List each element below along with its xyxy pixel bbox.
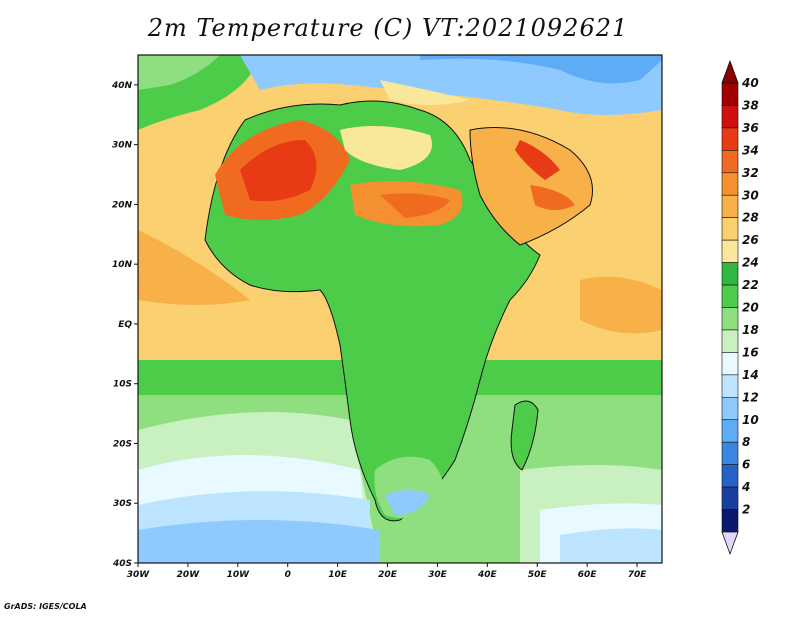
- lat-tick-label: 40N: [111, 81, 133, 91]
- colorbar-label: 2: [742, 503, 750, 517]
- lon-tick-label: 40E: [477, 570, 498, 580]
- colorbar-segment: [721, 509, 739, 533]
- colorbar-label: 40: [741, 76, 759, 90]
- colorbar-label: 10: [742, 413, 759, 427]
- footer-credit: GrADS: IGES/COLA: [4, 602, 87, 611]
- lon-tick-label: 20E: [378, 570, 398, 580]
- colorbar-label: 36: [742, 121, 759, 135]
- colorbar-label: 4: [741, 480, 750, 494]
- lon-tick-label: 50E: [528, 570, 548, 580]
- colorbar-segment: [721, 419, 739, 443]
- colorbar-segment: [721, 82, 739, 106]
- colorbar-segment: [721, 194, 739, 219]
- lon-tick-label: 30E: [428, 570, 448, 580]
- colorbar-top-arrow: [721, 59, 739, 84]
- colorbar-segment: [721, 441, 739, 465]
- lat-tick-label: 30N: [112, 141, 133, 151]
- colorbar-segment: [721, 464, 739, 488]
- colorbar-segment: [721, 217, 739, 241]
- lon-tick-label: 70E: [628, 570, 648, 580]
- colorbar-label: 14: [742, 368, 759, 382]
- colorbar-label: 34: [742, 143, 759, 157]
- colorbar-label: 26: [742, 233, 759, 247]
- colorbar-label: 20: [742, 301, 759, 315]
- latitude-axis: 40N 30N 20N 10N EQ 10S 20S 30S 40S: [111, 81, 138, 569]
- colorbar-bottom-arrow: [721, 531, 739, 556]
- lon-tick-label: 60E: [578, 570, 598, 580]
- lon-tick-label: 30W: [127, 570, 151, 580]
- colorbar-segment: [721, 150, 739, 174]
- colorbar: 40 38 36 34 32 30 28 26 24 22 20 18 16 14 12 10 8 6 4 2: [721, 59, 759, 556]
- map-title: 2m Temperature (C) VT:2021092621: [147, 14, 629, 42]
- colorbar-label: 38: [742, 98, 759, 112]
- colorbar-segment: [721, 284, 739, 308]
- lat-tick-label: 10N: [112, 260, 133, 270]
- colorbar-label: 12: [742, 390, 759, 404]
- lat-tick-label: EQ: [118, 320, 132, 330]
- lat-tick-label: 40S: [112, 559, 132, 569]
- lon-tick-label: 10E: [328, 570, 348, 580]
- colorbar-segment: [721, 127, 739, 151]
- colorbar-segment: [721, 352, 739, 376]
- colorbar-label: 22: [742, 278, 759, 292]
- colorbar-segment: [721, 307, 739, 331]
- colorbar-label: 6: [742, 458, 750, 472]
- colorbar-label: 32: [742, 166, 759, 180]
- lon-tick-label: 10W: [227, 570, 251, 580]
- colorbar-segment: [721, 374, 739, 398]
- colorbar-segment: [721, 396, 739, 421]
- colorbar-segment: [721, 172, 739, 196]
- lat-tick-label: 20N: [112, 200, 133, 210]
- lat-tick-label: 10S: [113, 380, 132, 390]
- longitude-axis: 30W 20W 10W 0 10E 20E 30E 40E 50E 60E 70E: [127, 563, 647, 580]
- colorbar-label: 8: [742, 435, 750, 449]
- colorbar-label: 16: [742, 345, 759, 359]
- colorbar-label: 18: [742, 323, 759, 337]
- colorbar-segment: [721, 262, 739, 286]
- lat-tick-label: 20S: [113, 439, 132, 449]
- colorbar-segment: [721, 486, 739, 510]
- colorbar-label: 24: [742, 256, 759, 270]
- colorbar-segment: [721, 105, 739, 129]
- lat-tick-label: 30S: [113, 499, 132, 509]
- lon-tick-label: 0: [285, 570, 291, 580]
- plot-frame: [137, 54, 663, 564]
- colorbar-label: 30: [742, 188, 759, 202]
- colorbar-segment: [721, 329, 739, 353]
- colorbar-label: 28: [742, 211, 759, 225]
- colorbar-segment: [721, 239, 739, 263]
- temperature-field: [138, 55, 662, 563]
- lon-tick-label: 20W: [177, 570, 201, 580]
